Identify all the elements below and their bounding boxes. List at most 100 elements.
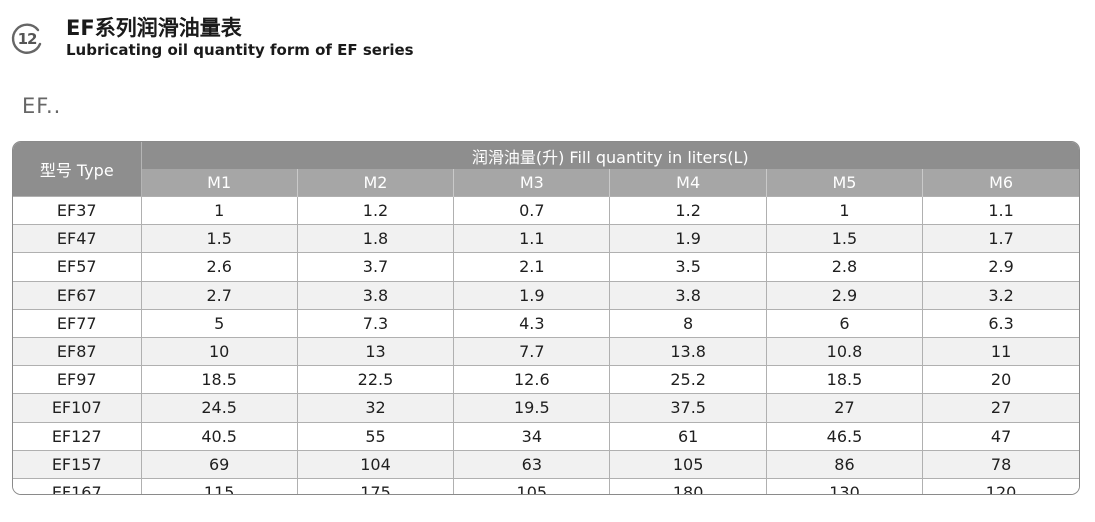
- model-cell: EF157: [13, 449, 141, 479]
- quantity-cell: 63: [453, 449, 610, 479]
- quantity-cell: 1.5: [140, 224, 298, 253]
- quantity-cell: 1.1: [922, 195, 1079, 225]
- section-number-badge: 12: [10, 22, 44, 56]
- quantity-cell: 1.9: [453, 280, 610, 310]
- quantity-cell: 12.6: [453, 365, 610, 394]
- quantity-cell: 1.8: [296, 224, 454, 253]
- quantity-cell: 34: [453, 421, 610, 451]
- quantity-cell: 18.5: [765, 365, 923, 394]
- quantity-cell: 3.8: [609, 280, 767, 310]
- quantity-cell: 0.7: [453, 195, 610, 225]
- quantity-cell: 13: [296, 336, 454, 366]
- quantity-cell: 1: [140, 195, 298, 225]
- quantity-cell: 1: [765, 195, 923, 225]
- quantity-cell: 1.1: [453, 224, 610, 253]
- quantity-cell: 78: [922, 449, 1079, 479]
- quantity-cell: 5: [140, 308, 298, 338]
- table-row: EF37 1 1.2 0.7 1.2 1 1.1: [13, 195, 1079, 225]
- quantity-cell: 7.3: [296, 308, 454, 338]
- column-header-m4: M4: [609, 169, 767, 197]
- quantity-cell: 105: [453, 477, 610, 494]
- column-header-m3: M3: [453, 169, 610, 197]
- model-cell: EF127: [13, 421, 141, 451]
- model-cell: EF77: [13, 308, 141, 338]
- table-row: EF157 69 104 63 105 86 78: [13, 449, 1079, 479]
- model-cell: EF47: [13, 224, 141, 253]
- quantity-cell: 130: [765, 477, 923, 494]
- column-header-m5: M5: [765, 169, 923, 197]
- oil-quantity-table: 型号 Type 润滑油量(升) Fill quantity in liters(…: [12, 141, 1080, 495]
- quantity-cell: 10.8: [765, 336, 923, 366]
- quantity-cell: 120: [922, 477, 1079, 494]
- quantity-cell: 69: [140, 449, 298, 479]
- series-label: EF..: [22, 94, 62, 118]
- table-row: EF57 2.6 3.7 2.1 3.5 2.8 2.9: [13, 252, 1079, 282]
- quantity-cell: 55: [296, 421, 454, 451]
- model-cell: EF57: [13, 252, 141, 282]
- page-title-cn: EF系列润滑油量表: [66, 16, 242, 40]
- quantity-cell: 104: [296, 449, 454, 479]
- quantity-cell: 2.8: [765, 252, 923, 282]
- model-cell: EF167: [13, 477, 141, 494]
- table-row: EF167 115 175 105 180 130 120: [13, 477, 1079, 494]
- quantity-cell: 3.7: [296, 252, 454, 282]
- quantity-cell: 27: [922, 393, 1079, 422]
- table-row: EF97 18.5 22.5 12.6 25.2 18.5 20: [13, 365, 1079, 394]
- circle-badge-icon: [11, 23, 42, 54]
- quantity-cell: 7.7: [453, 336, 610, 366]
- quantity-cell: 24.5: [140, 393, 298, 422]
- quantity-cell: 1.5: [765, 224, 923, 253]
- quantity-cell: 105: [609, 449, 767, 479]
- quantity-cell: 18.5: [140, 365, 298, 394]
- column-header-m6: M6: [922, 169, 1079, 197]
- quantity-cell: 4.3: [453, 308, 610, 338]
- quantity-cell: 2.9: [922, 252, 1079, 282]
- model-cell: EF107: [13, 393, 141, 422]
- quantity-cell: 46.5: [765, 421, 923, 451]
- quantity-cell: 19.5: [453, 393, 610, 422]
- quantity-cell: 13.8: [609, 336, 767, 366]
- quantity-cell: 27: [765, 393, 923, 422]
- quantity-cell: 1.7: [922, 224, 1079, 253]
- table-body: EF37 1 1.2 0.7 1.2 1 1.1 EF47 1.5 1.8 1.1 1.9 1.5 1.7…: [13, 195, 1079, 494]
- quantity-cell: 2.9: [765, 280, 923, 310]
- quantity-cell: 2.7: [140, 280, 298, 310]
- quantity-cell: 2.1: [453, 252, 610, 282]
- quantity-cell: 25.2: [609, 365, 767, 394]
- table-row: EF77 5 7.3 4.3 8 6 6.3: [13, 308, 1079, 338]
- quantity-cell: 32: [296, 393, 454, 422]
- table-row: EF107 24.5 32 19.5 37.5 27 27: [13, 393, 1079, 422]
- quantity-cell: 47: [922, 421, 1079, 451]
- quantity-cell: 86: [765, 449, 923, 479]
- quantity-cell: 61: [609, 421, 767, 451]
- quantity-cell: 3.5: [609, 252, 767, 282]
- model-cell: EF87: [13, 336, 141, 366]
- table-row: EF87 10 13 7.7 13.8 10.8 11: [13, 336, 1079, 366]
- quantity-cell: 11: [922, 336, 1079, 366]
- table-row: EF127 40.5 55 34 61 46.5 47: [13, 421, 1079, 451]
- model-cell: EF37: [13, 195, 141, 225]
- quantity-cell: 175: [296, 477, 454, 494]
- section-number: 12: [17, 30, 38, 48]
- quantity-cell: 115: [140, 477, 298, 494]
- model-column-header: 型号 Type: [13, 142, 142, 197]
- column-header-m1: M1: [141, 169, 298, 197]
- column-header-m2: M2: [296, 169, 454, 197]
- quantity-cell: 1.2: [609, 195, 767, 225]
- quantity-cell: 40.5: [140, 421, 298, 451]
- model-cell: EF67: [13, 280, 141, 310]
- model-cell: EF97: [13, 365, 141, 394]
- quantity-cell: 22.5: [296, 365, 454, 394]
- table-row: EF47 1.5 1.8 1.1 1.9 1.5 1.7: [13, 224, 1079, 253]
- quantity-cell: 37.5: [609, 393, 767, 422]
- quantity-cell: 8: [609, 308, 767, 338]
- quantity-cell: 3.2: [922, 280, 1079, 310]
- quantity-cell: 1.9: [609, 224, 767, 253]
- table-row: EF67 2.7 3.8 1.9 3.8 2.9 3.2: [13, 280, 1079, 310]
- fill-quantity-header: 润滑油量(升) Fill quantity in liters(L): [141, 142, 1079, 169]
- data-table: 型号 Type 润滑油量(升) Fill quantity in liters(…: [13, 142, 1079, 494]
- quantity-cell: 3.8: [296, 280, 454, 310]
- quantity-cell: 2.6: [140, 252, 298, 282]
- quantity-cell: 6.3: [922, 308, 1079, 338]
- quantity-cell: 10: [140, 336, 298, 366]
